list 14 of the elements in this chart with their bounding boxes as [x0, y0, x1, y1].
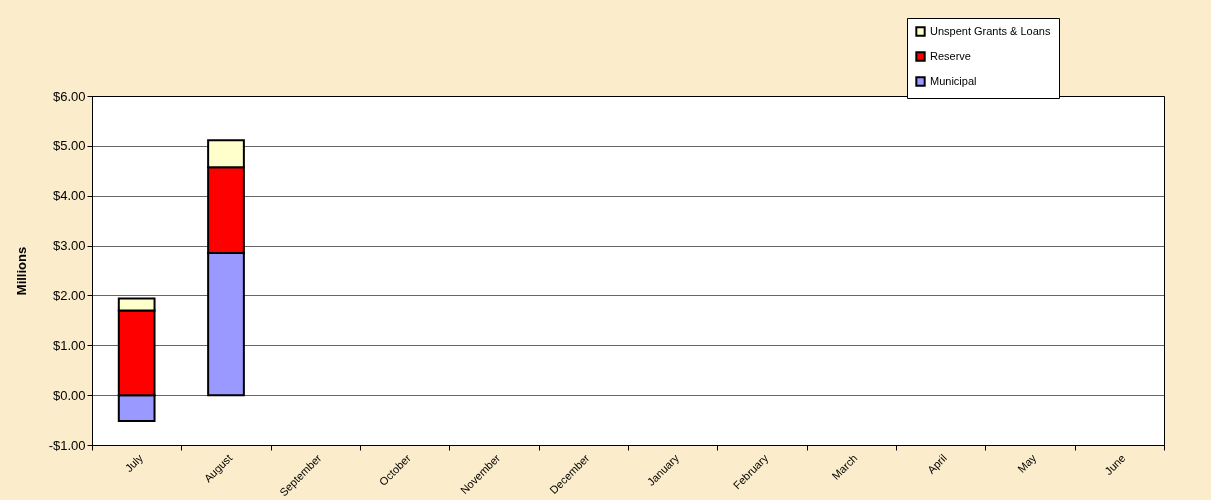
y-tick-label: $2.00: [52, 287, 86, 303]
legend-label: Municipal: [930, 74, 977, 87]
y-tick-label: $6.00: [52, 88, 86, 104]
y-tick-label: $0.00: [52, 387, 86, 403]
x-tick-label: July: [122, 451, 146, 475]
y-tick-label: $5.00: [52, 138, 86, 154]
legend-label: Reserve: [930, 49, 971, 62]
legend-label: Unspent Grants & Loans: [930, 24, 1051, 37]
y-axis-title: Millions: [13, 246, 29, 296]
y-tick-label: $1.00: [52, 337, 86, 353]
y-tick-label: -$1.00: [48, 437, 86, 453]
y-tick-label: $4.00: [52, 188, 86, 204]
y-tick-label: $3.00: [52, 238, 86, 254]
x-tick-label: May: [1015, 451, 1039, 475]
